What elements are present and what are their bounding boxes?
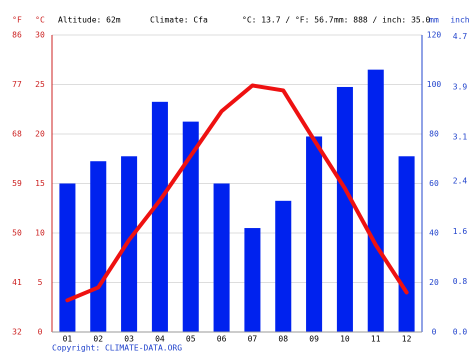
copyright: Copyright: CLIMATE-DATA.ORG <box>52 344 182 353</box>
bar <box>398 156 415 332</box>
mm-unit: mm <box>429 16 439 25</box>
f-tick-label: 50 <box>12 229 22 238</box>
x-tick-label: 02 <box>93 335 103 344</box>
y2-tick-label: 120 <box>427 31 442 40</box>
x-tick-label: 05 <box>186 335 196 344</box>
altitude: Altitude: 62m <box>58 16 121 25</box>
y2-tick-label: 0 <box>432 328 437 337</box>
temperature-average: °C: 13.7 / °F: 56.7 <box>242 16 334 25</box>
y2-tick-label: 40 <box>429 229 439 238</box>
x-tick-label: 07 <box>248 335 258 344</box>
f-tick-label: 32 <box>12 328 22 337</box>
bar <box>275 200 292 332</box>
bar <box>59 183 76 332</box>
x-tick-label: 09 <box>309 335 319 344</box>
x-tick-label: 11 <box>371 335 381 344</box>
bar <box>244 228 261 332</box>
x-tick-label: 10 <box>340 335 350 344</box>
f-tick-label: 41 <box>12 278 22 287</box>
f-tick-label: 68 <box>12 130 22 139</box>
x-tick-label: 06 <box>217 335 227 344</box>
inch-unit: inch <box>450 16 469 25</box>
inch-tick-label: 2.4 <box>453 177 468 186</box>
bar <box>121 156 138 332</box>
x-tick-label: 08 <box>278 335 288 344</box>
y-tick-label: 20 <box>35 130 45 139</box>
inch-tick-label: 4.7 <box>453 32 468 41</box>
bar <box>367 69 384 333</box>
x-tick-label: 01 <box>63 335 73 344</box>
y-tick-label: 30 <box>35 31 45 40</box>
y2-tick-label: 80 <box>429 130 439 139</box>
y-tick-label: 0 <box>38 328 43 337</box>
bar <box>306 136 323 332</box>
f-tick-label: 77 <box>12 80 22 89</box>
inch-tick-label: 3.1 <box>453 133 468 142</box>
y2-tick-label: 100 <box>427 80 442 89</box>
y-tick-label: 10 <box>35 229 45 238</box>
y2-tick-label: 20 <box>429 278 439 287</box>
y-tick-label: 15 <box>35 179 45 188</box>
f-tick-label: 59 <box>12 179 22 188</box>
x-tick-label: 12 <box>402 335 412 344</box>
bar <box>151 101 168 332</box>
temperature-line <box>65 83 409 303</box>
f-unit: °F <box>12 16 22 25</box>
precipitation-total: mm: 888 / inch: 35.0 <box>334 16 431 25</box>
bar <box>90 161 107 332</box>
x-tick-label: 03 <box>124 335 134 344</box>
climate: Climate: Cfa <box>150 16 208 25</box>
x-tick-label: 04 <box>155 335 165 344</box>
bar <box>213 183 230 332</box>
f-tick-label: 86 <box>12 31 22 40</box>
bar <box>182 121 199 332</box>
y-tick-label: 25 <box>35 80 45 89</box>
inch-tick-label: 1.6 <box>453 227 468 236</box>
y-tick-label: 5 <box>38 278 43 287</box>
inch-tick-label: 3.9 <box>453 82 468 91</box>
inch-tick-label: 0.8 <box>453 277 468 286</box>
inch-tick-label: 0.0 <box>453 328 468 337</box>
y2-tick-label: 60 <box>429 179 439 188</box>
bar <box>336 86 353 332</box>
c-unit: °C <box>35 16 45 25</box>
